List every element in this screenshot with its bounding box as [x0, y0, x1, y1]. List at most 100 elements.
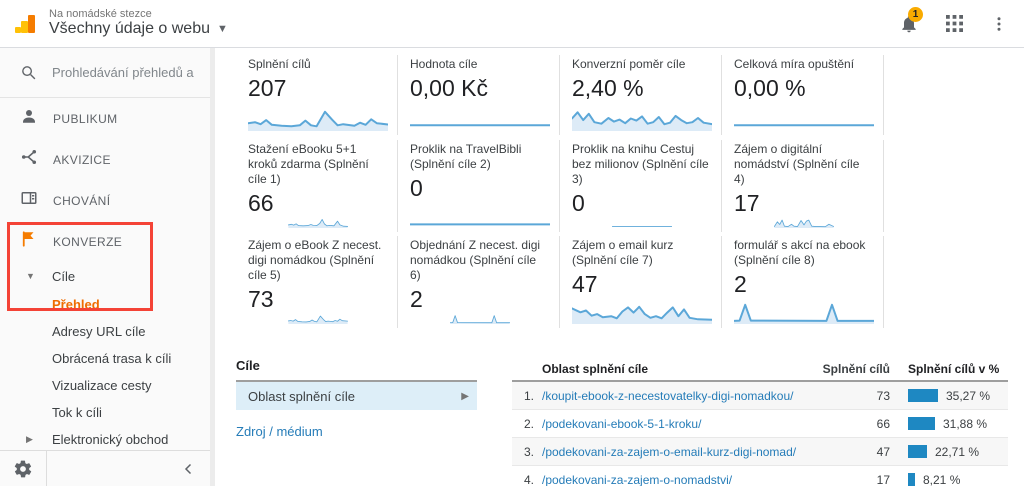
pct-value: 8,21 %	[923, 472, 961, 486]
sidebar-item-chovani[interactable]: CHOVÁNÍ	[0, 180, 210, 221]
scorecard-row-2: Stažení eBooku 5+1 kroků zdarma (Splnění…	[236, 140, 884, 232]
metric-label: Proklik na TravelBibli (Splnění cíle 2)	[410, 142, 522, 171]
collapse-sidebar-button[interactable]	[180, 460, 198, 478]
goal-completions-value: 73	[876, 388, 890, 403]
metric-card: Zájem o email kurz (Splnění cíle 7) 47	[560, 236, 722, 328]
header-goal-completions-pct: Splnění cílů v %	[908, 362, 1000, 376]
account-switcher[interactable]: Na nomádské stezce Všechny údaje o webu …	[49, 9, 228, 37]
sidebar-subnav: ▼ Cíle Přehled Adresy URL cíle Obrácená tras…	[0, 262, 210, 450]
flag-icon	[20, 230, 38, 253]
chevron-right-icon: ▶	[461, 390, 469, 402]
sidebar-item-prehled[interactable]: Přehled	[0, 290, 210, 318]
goal-table-row: 4. /podekovani-za-zajem-o-nomadstvi/17 8,2…	[512, 466, 1008, 486]
person-icon	[20, 107, 38, 130]
sparkline-chart	[410, 124, 550, 127]
sidebar-item-tok-k-cili[interactable]: Tok k cíli	[0, 399, 210, 426]
acquisition-icon	[20, 148, 38, 171]
settings-gear-button[interactable]	[0, 451, 47, 486]
goal-url-link[interactable]: /podekovani-za-zajem-o-email-kurz-digi-n…	[542, 444, 797, 459]
sidebar-item-obracena-trasa-k-cili[interactable]: Obrácená trasa k cíli	[0, 345, 210, 372]
sparkline-chart	[287, 218, 349, 228]
sparkline-chart	[572, 111, 712, 131]
apps-grid-icon	[946, 15, 963, 32]
sidebar-item-akvizice[interactable]: AKVIZICE	[0, 139, 210, 180]
sidebar-bottom-bar	[0, 450, 210, 486]
metric-label: Hodnota cíle	[410, 57, 478, 71]
goal-url-link[interactable]: /podekovani-ebook-5-1-kroku/	[542, 416, 702, 431]
behavior-icon	[20, 189, 38, 212]
row-rank: 3.	[523, 444, 534, 459]
search-input[interactable]	[50, 63, 196, 81]
metric-value: 0,00 %	[734, 75, 806, 101]
sidebar-item-cile[interactable]: ▼ Cíle	[0, 262, 210, 290]
sidebar-item-adresy-url-cile[interactable]: Adresy URL cíle	[0, 318, 210, 345]
goal-completions-value: 66	[876, 416, 890, 431]
metric-card: Splnění cílů 207	[236, 55, 398, 135]
sidebar-item-label: Vizualizace cesty	[52, 378, 152, 393]
header-actions: 1	[872, 6, 1024, 34]
row-rank: 4.	[523, 472, 534, 486]
metric-value: 17	[734, 190, 760, 216]
metric-value: 2	[410, 286, 423, 312]
notification-badge: 1	[908, 6, 923, 22]
dimension-option-source-medium[interactable]: Zdroj / médium	[236, 424, 323, 439]
metric-value: 0	[572, 190, 585, 216]
metric-label: Proklik na knihu Cestuj bez milionov (Sp…	[572, 142, 709, 186]
gear-icon	[14, 460, 32, 478]
sparkline-chart	[449, 315, 511, 324]
metric-value: 2,40 %	[572, 75, 644, 101]
sidebar-item-label: Adresy URL cíle	[52, 324, 146, 339]
sidebar-item-elektronicky-obchod[interactable]: ▶ Elektronický obchod	[0, 426, 210, 450]
metric-value: 47	[572, 271, 598, 297]
pct-bar	[908, 389, 938, 402]
goal-url-link[interactable]: /koupit-ebook-z-necestovatelky-digi-noma…	[542, 388, 794, 403]
sidebar-item-label: KONVERZE	[53, 234, 123, 249]
top-header-bar: Na nomádské stezce Všechny údaje o webu …	[0, 0, 1024, 48]
metric-label: Stažení eBooku 5+1 kroků zdarma (Splnění…	[248, 142, 369, 186]
sidebar-item-vizualizace-cesty[interactable]: Vizualizace cesty	[0, 372, 210, 399]
dimension-option-selected[interactable]: Oblast splnění cíle ▶	[236, 380, 477, 410]
metric-card: Zájem o eBook Z necest. digi nomádkou (S…	[236, 236, 398, 328]
sidebar-item-label: AKVIZICE	[53, 152, 111, 167]
notifications-bell-button[interactable]: 1	[899, 6, 923, 34]
sidebar-item-label: Cíle	[52, 268, 76, 284]
sidebar-item-label: Obrácená trasa k cíli	[52, 351, 172, 366]
caret-down-icon: ▼	[26, 271, 35, 281]
sidebar-item-konverze[interactable]: KONVERZE	[0, 221, 210, 262]
caret-right-icon: ▶	[26, 434, 33, 444]
metric-value: 0	[410, 175, 423, 201]
row-rank: 1.	[523, 388, 534, 403]
sidebar-divider	[210, 47, 215, 486]
sidebar-item-publikum[interactable]: PUBLIKUM	[0, 98, 210, 139]
goal-completions-table: Oblast splnění cíle Splnění cílů Splnění…	[512, 358, 1008, 486]
search-icon	[22, 65, 36, 79]
account-name: Na nomádské stezce	[49, 8, 152, 21]
goal-completions-value: 17	[876, 472, 890, 486]
sparkline-chart	[248, 110, 388, 131]
metric-value: 0,00 Kč	[410, 75, 488, 101]
sparkline-chart	[410, 223, 550, 226]
header-goal-completions: Splnění cílů	[822, 362, 890, 376]
view-title[interactable]: Všechny údaje o webu ▼	[49, 20, 228, 38]
sparkline-chart	[773, 219, 835, 228]
metric-label: Celková míra opuštění	[734, 57, 855, 71]
kebab-menu-button[interactable]	[990, 15, 1008, 33]
pct-value: 35,27 %	[946, 388, 991, 403]
sparkline-chart	[287, 315, 349, 324]
metric-card: Proklik na knihu Cestuj bez milionov (Sp…	[560, 140, 722, 232]
goal-completions-value: 47	[876, 444, 890, 459]
metric-value: 207	[248, 75, 287, 101]
pct-bar	[908, 417, 935, 430]
metric-value: 2	[734, 271, 747, 297]
metric-card: Objednání Z necest. digi nomádkou (Splně…	[398, 236, 560, 328]
goal-url-link[interactable]: /podekovani-za-zajem-o-nomadstvi/	[542, 472, 733, 486]
apps-grid-button[interactable]	[946, 15, 963, 32]
goal-table-row: 3. /podekovani-za-zajem-o-email-kurz-digi…	[512, 438, 1008, 466]
metric-label: Zájem o email kurz (Splnění cíle 7)	[572, 238, 674, 267]
scorecard-row-1: Splnění cílů 207 Hodnota cíle 0,00 Kč Konver…	[236, 55, 884, 135]
metric-card: Konverzní poměr cíle 2,40 %	[560, 55, 722, 135]
chevron-left-icon	[184, 463, 192, 475]
goal-completions-pct-cell: 22,71 %	[908, 445, 1008, 459]
pct-value: 22,71 %	[935, 444, 980, 459]
metric-value: 73	[248, 286, 274, 312]
